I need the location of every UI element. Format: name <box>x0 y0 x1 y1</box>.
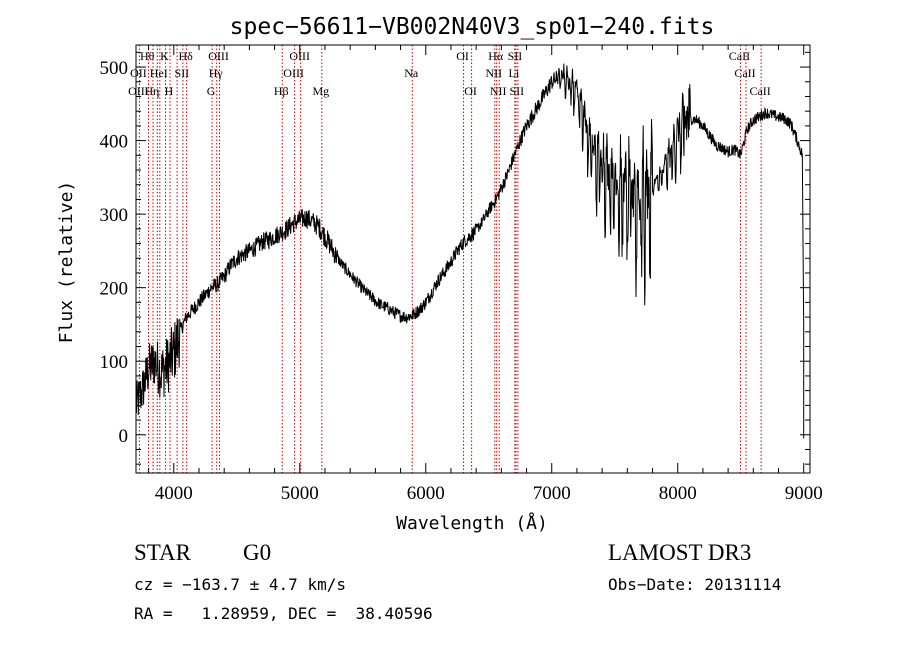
cz-unit: km/s <box>307 575 346 594</box>
chart-title: spec−56611−VB002N40V3_sp01−240.fits <box>230 14 715 40</box>
axes: 4000 5000 6000 7000 8000 9000 0 100 200 300 400 500 <box>100 45 823 504</box>
spectral-line-label: Hη <box>145 84 160 98</box>
y-tick-label: 300 <box>100 205 129 226</box>
flux-spectrum-line <box>135 63 805 439</box>
ra-value: 1.28959 <box>201 604 269 623</box>
spectral-line-label: HeI <box>150 66 168 80</box>
x-tick-label: 4000 <box>155 483 193 504</box>
spectral-line-label: OIII <box>208 49 229 63</box>
spectral-line-label: Hβ <box>274 84 289 98</box>
spectral-line-label: Na <box>404 66 419 80</box>
x-axis-label: Wavelength (Å) <box>396 512 548 534</box>
y-tick-label: 200 <box>100 279 129 300</box>
x-tick-label: 6000 <box>407 483 445 504</box>
spectral-line-label: NII <box>485 66 502 80</box>
x-tick-label: 5000 <box>281 483 319 504</box>
plus-minus: ± <box>249 575 260 594</box>
spectral-line-label: OI <box>464 84 477 98</box>
spectral-line-label: OIII <box>128 84 149 98</box>
spectral-line-label: Hδ <box>178 49 193 63</box>
spectral-line-label: Mg <box>312 84 329 98</box>
object-type: STAR <box>134 540 191 565</box>
y-axis-label: Flux (relative) <box>56 181 77 344</box>
spectral-line-label: SII <box>510 84 525 98</box>
spectral-line-label: CaII <box>749 84 770 98</box>
spectral-line-label: SII <box>508 49 523 63</box>
spectrum-chart: 4000 5000 6000 7000 8000 9000 0 100 200 300 400 500… <box>56 14 823 534</box>
spectral-line-labels: Hθ K Hδ OIII OIII OI Hα SII CaII OII HeI SII Hγ OIII N… <box>128 49 771 98</box>
subclass: G0 <box>243 540 272 565</box>
spectral-line-label: OI <box>456 49 469 63</box>
y-tick-label: 400 <box>100 132 129 153</box>
spectral-line-label: Hγ <box>209 66 224 80</box>
spectral-line-label: SII <box>175 66 190 80</box>
x-tick-label: 7000 <box>533 483 571 504</box>
survey-name: LAMOST DR3 <box>608 540 752 565</box>
plot-frame <box>135 44 811 474</box>
spectral-line-label: CaII <box>729 49 750 63</box>
x-tick-label: 8000 <box>659 483 697 504</box>
spectral-line-markers <box>138 45 762 473</box>
dec-label: , DEC = <box>268 604 346 623</box>
spectral-line-label: CaII <box>734 66 755 80</box>
y-tick-label: 500 <box>100 58 129 79</box>
ra-label: RA = <box>134 604 183 623</box>
spectral-line-label: NII <box>490 84 507 98</box>
spectral-line-label: OIII <box>289 49 310 63</box>
cz-error: 4.7 <box>268 575 298 594</box>
spectral-line-label: OII <box>130 66 147 80</box>
spectral-line-label: K <box>160 49 169 63</box>
spectral-line-label: G <box>207 84 216 98</box>
spectral-line-label: Hθ <box>140 49 155 63</box>
dec-value: 38.40596 <box>355 604 433 623</box>
x-tick-label: 9000 <box>785 483 823 504</box>
obs-date: Obs−Date: 20131114 <box>608 575 782 594</box>
cz-label: cz = <box>134 575 183 594</box>
spectral-line-label: Hα <box>488 49 504 63</box>
y-tick-label: 100 <box>100 352 129 373</box>
spectral-line-label: H <box>165 84 174 98</box>
redshift-line: cz = −163.7 ± 4.7 km/s <box>134 575 346 594</box>
spectral-line-label: OIII <box>283 66 304 80</box>
spectral-line-label: Li <box>508 66 519 80</box>
coordinates-line: RA = 1.28959, DEC = 38.40596 <box>134 604 433 623</box>
cz-value: −163.7 <box>182 575 240 594</box>
y-tick-label: 0 <box>119 426 129 447</box>
